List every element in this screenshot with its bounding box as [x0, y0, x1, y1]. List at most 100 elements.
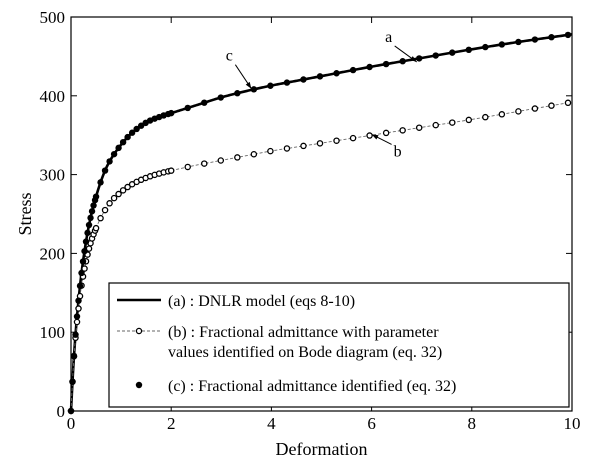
data-point	[366, 132, 373, 139]
data-point	[85, 221, 93, 229]
data-point	[267, 82, 274, 89]
data-point	[250, 150, 258, 158]
data-point	[119, 138, 127, 146]
x-tick-label: 6	[367, 414, 376, 433]
annotation-label: a	[385, 29, 392, 46]
data-point	[234, 154, 241, 161]
data-point	[217, 157, 225, 164]
legend: (a) : DNLR model (eqs 8-10) (b) : Fractio…	[108, 282, 570, 408]
legend-item-a: (a) : DNLR model (eqs 8-10)	[117, 293, 355, 310]
data-point	[300, 142, 307, 150]
x-axis-label: Deformation	[276, 439, 368, 459]
data-point	[128, 129, 136, 136]
data-point	[106, 200, 113, 207]
data-point	[168, 109, 175, 117]
data-point	[75, 297, 82, 304]
data-point	[250, 86, 258, 93]
annotation-a: a	[385, 29, 417, 63]
series-b	[67, 99, 573, 415]
x-tick-label: 10	[564, 414, 581, 433]
legend-item-b: (b) : Fractional admittance with paramet…	[117, 324, 442, 361]
x-tick-label: 8	[468, 414, 477, 433]
y-tick-label: 300	[40, 166, 66, 185]
data-point	[548, 102, 555, 109]
data-point	[283, 145, 291, 152]
data-point	[72, 331, 79, 338]
data-point	[84, 229, 91, 237]
data-point	[81, 265, 88, 272]
x-tick-label: 0	[67, 414, 76, 433]
data-point	[67, 407, 75, 415]
data-point	[564, 31, 572, 39]
legend-swatch-marker	[135, 381, 143, 389]
data-point	[316, 140, 324, 147]
data-point	[283, 79, 291, 86]
data-point	[167, 167, 175, 174]
annotation-label: c	[226, 48, 233, 65]
annotation-c: c	[226, 48, 252, 89]
legend-label: (b) : Fractional admittance with paramet…	[168, 324, 442, 361]
y-axis-label: Stress	[15, 192, 35, 235]
legend-label-line: (a) : DNLR model (eqs 8-10)	[168, 293, 355, 310]
data-point	[382, 129, 390, 137]
data-point	[106, 158, 113, 165]
data-point	[92, 193, 100, 200]
data-point	[498, 41, 506, 48]
data-point	[465, 46, 472, 54]
data-point	[101, 167, 109, 174]
data-point	[432, 52, 439, 59]
annotation-b: b	[371, 133, 402, 160]
data-point	[110, 194, 118, 202]
legend-label: (c) : Fractional admittance identified (…	[168, 378, 456, 395]
data-point	[333, 137, 340, 144]
data-point	[82, 238, 90, 245]
y-tick-label: 500	[40, 8, 66, 27]
data-point	[201, 99, 208, 106]
data-point	[432, 121, 439, 129]
legend-item-c: (c) : Fractional admittance identified (…	[135, 378, 456, 395]
legend-label-line: values identified on Bode diagram (eq. 3…	[168, 344, 442, 361]
data-point	[234, 90, 241, 97]
data-point	[75, 305, 82, 312]
data-point	[531, 36, 539, 43]
data-point	[482, 113, 489, 121]
data-point	[133, 125, 140, 133]
data-point	[382, 60, 390, 68]
data-point	[415, 55, 423, 62]
data-point	[548, 34, 555, 41]
data-point	[449, 119, 456, 126]
data-point	[515, 108, 522, 115]
data-point	[465, 116, 473, 124]
data-point	[88, 208, 96, 215]
data-point	[531, 105, 539, 112]
data-point	[366, 63, 373, 71]
x-tick-label: 4	[267, 414, 276, 433]
data-point	[349, 134, 357, 142]
y-tick-label: 200	[40, 244, 66, 263]
legend-box	[108, 282, 570, 408]
data-point	[76, 282, 84, 290]
data-point	[92, 224, 100, 232]
y-tick-label: 400	[40, 87, 66, 106]
data-point	[564, 99, 572, 107]
y-tick-label: 100	[40, 323, 66, 342]
data-point	[267, 147, 274, 155]
data-point	[78, 269, 85, 277]
data-point	[449, 49, 456, 56]
legend-label: (a) : DNLR model (eqs 8-10)	[168, 293, 355, 310]
data-point	[201, 160, 208, 167]
data-point	[482, 43, 489, 51]
data-point	[79, 258, 87, 265]
data-point	[349, 66, 357, 74]
annotation-arrowhead	[371, 134, 379, 140]
data-point	[217, 94, 224, 101]
data-point	[73, 313, 81, 320]
data-point	[70, 352, 78, 360]
annotation-label: b	[394, 143, 402, 160]
y-tick-label: 0	[57, 402, 66, 421]
data-point	[184, 104, 191, 112]
data-point	[399, 58, 406, 65]
legend-label-line: (c) : Fractional admittance identified (…	[168, 378, 456, 395]
data-point	[115, 190, 122, 198]
